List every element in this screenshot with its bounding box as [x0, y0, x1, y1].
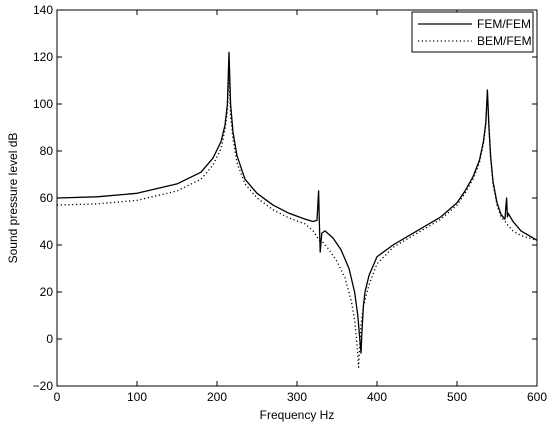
y-tick-label: 60 [40, 191, 54, 205]
x-tick-label: 500 [447, 390, 467, 404]
x-tick-label: 0 [54, 390, 61, 404]
series-line-bem-fem [56, 75, 538, 368]
x-tick-label: 300 [287, 390, 307, 404]
y-tick-label: 40 [40, 238, 54, 252]
x-tick-label: 600 [527, 390, 547, 404]
y-tick-label: 0 [46, 332, 53, 346]
x-axis-label: Frequency Hz [260, 408, 335, 422]
legend-label-bem-fem: BEM/FEM [477, 34, 532, 48]
series-line-fem-fem [56, 51, 538, 354]
series-layer [56, 51, 538, 368]
x-tick-label: 200 [207, 390, 227, 404]
y-tick-label: 140 [33, 3, 53, 17]
y-tick-label: −20 [33, 379, 54, 393]
plot-area [56, 9, 538, 387]
legend-box [411, 11, 534, 53]
y-axis-label: Sound pressure level dB [6, 133, 20, 264]
y-tick-label: 120 [33, 50, 53, 64]
y-tick-label: 80 [40, 144, 54, 158]
y-tick-label: 100 [33, 97, 53, 111]
x-tick-label: 100 [127, 390, 147, 404]
x-tick-label: 400 [367, 390, 387, 404]
y-tick-label: 20 [40, 285, 54, 299]
legend-label-fem-fem: FEM/FEM [477, 17, 531, 31]
legend: FEM/FEM BEM/FEM [411, 11, 534, 53]
